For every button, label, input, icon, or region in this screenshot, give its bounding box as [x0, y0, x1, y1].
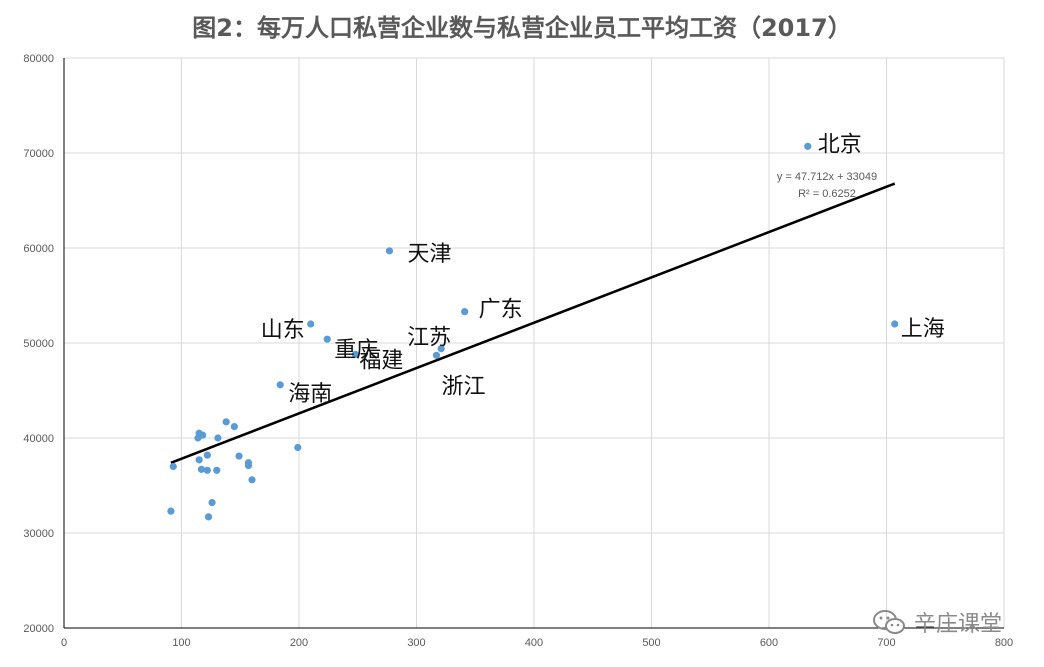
point-label: 北京: [818, 132, 862, 157]
x-tick-label: 400: [525, 637, 543, 649]
x-tick-label: 600: [760, 637, 778, 649]
data-point: [213, 466, 221, 474]
point-label: 天津: [407, 242, 451, 267]
data-points: [167, 142, 899, 521]
x-tick-label: 200: [290, 637, 308, 649]
tick-labels: 0 100 200 300 400 500 600 700 800 20000 30000 40000…: [23, 53, 1013, 649]
data-point: [199, 431, 207, 439]
x-tick-label: 100: [172, 637, 190, 649]
y-tick-label: 30000: [23, 528, 54, 540]
trendline-r-squared: R² = 0.6252: [798, 188, 856, 200]
y-tick-label: 70000: [23, 148, 54, 160]
point-label: 江苏: [407, 326, 451, 351]
y-tick-label: 50000: [23, 338, 54, 350]
data-point: [437, 345, 445, 353]
data-point: [230, 423, 238, 431]
x-tick-label: 500: [642, 637, 660, 649]
data-point: [203, 451, 211, 459]
wechat-icon: [873, 610, 905, 634]
data-point: [351, 350, 359, 358]
data-point: [214, 434, 222, 442]
point-label: 浙江: [441, 374, 485, 399]
data-point: [461, 308, 469, 316]
data-point: [208, 499, 216, 507]
data-point: [276, 381, 284, 389]
chart-title: 图2：每万人口私营企业数与私营企业员工平均工资（2017）: [192, 14, 852, 42]
data-point: [222, 418, 230, 426]
data-point: [235, 452, 243, 460]
data-point: [432, 351, 441, 359]
x-tick-label: 800: [995, 637, 1013, 649]
data-point: [203, 466, 211, 474]
axes: [63, 58, 1004, 629]
y-tick-label: 80000: [23, 53, 54, 65]
data-point: [204, 513, 213, 521]
point-label: 广东: [479, 298, 523, 323]
y-tick-label: 60000: [23, 243, 54, 255]
watermark: 辛庄课堂: [872, 608, 1003, 637]
data-point: [891, 320, 899, 328]
x-tick-label: 700: [877, 637, 895, 649]
point-label: 海南: [288, 382, 332, 407]
x-tick-label: 300: [407, 637, 425, 649]
data-point: [307, 320, 315, 328]
x-tick-label: 0: [61, 637, 67, 649]
point-label: 山东: [261, 318, 305, 343]
data-point: [167, 507, 175, 515]
data-point: [323, 335, 331, 343]
trendline-equation: y = 47.712x + 33049: [777, 171, 877, 183]
data-point: [197, 465, 206, 473]
point-label: 重庆: [334, 338, 378, 363]
trendline-line: [170, 182, 896, 464]
grid-lines: [64, 57, 1005, 628]
data-point: [195, 456, 203, 464]
point-label: 福建: [359, 348, 403, 373]
data-point: [248, 476, 256, 484]
y-tick-label: 40000: [23, 433, 54, 445]
watermark-text: 辛庄课堂: [914, 612, 1003, 637]
trendline: [170, 182, 896, 464]
point-label: 上海: [901, 317, 945, 342]
y-tick-label: 20000: [23, 623, 54, 635]
data-point: [244, 461, 253, 470]
data-point: [169, 462, 177, 471]
data-point: [804, 142, 812, 150]
data-point: [294, 443, 302, 452]
data-point: [385, 247, 394, 255]
